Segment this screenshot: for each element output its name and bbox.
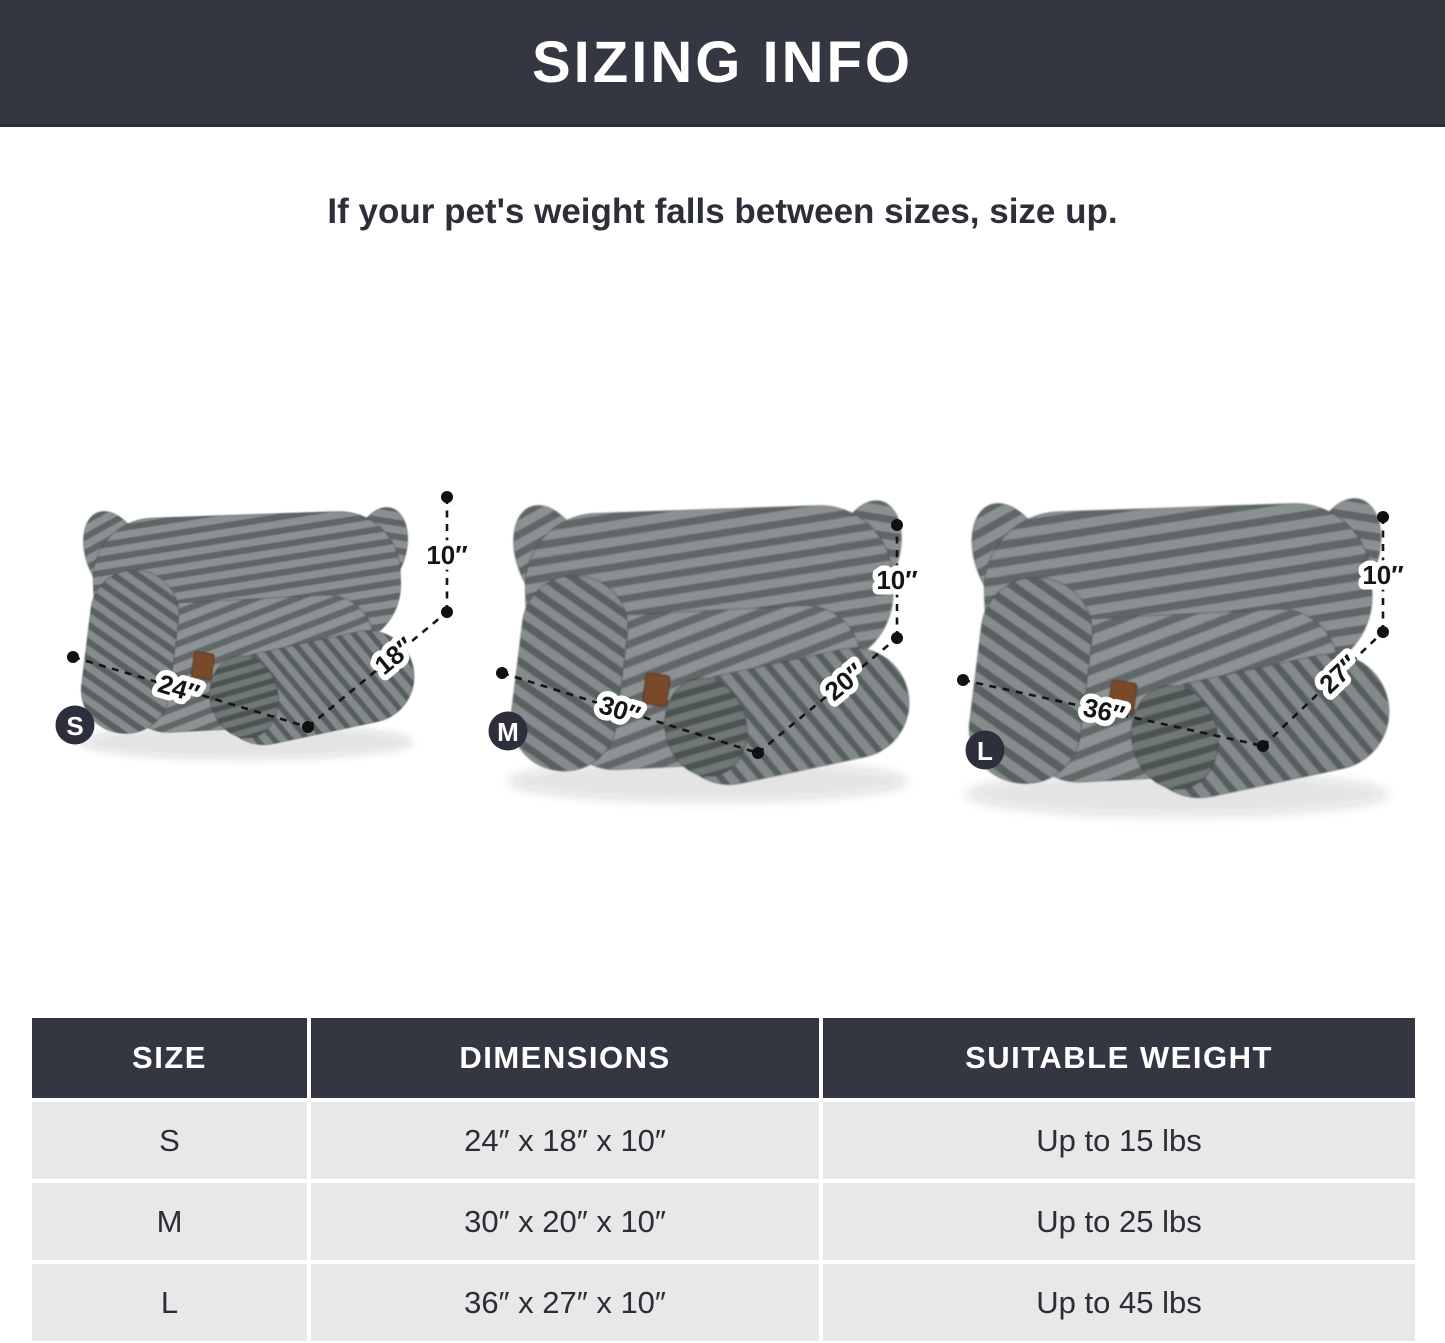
bed-arm-right	[673, 647, 910, 786]
subtitle: If your pet's weight falls between sizes…	[327, 192, 1118, 231]
table-row-s: S 24″ x 18″ x 10″ Up to 15 lbs	[32, 1102, 1415, 1179]
bed-arm-right-end	[1130, 684, 1219, 790]
depth-label-l: 27″	[1313, 649, 1364, 699]
dimension-annotations-l: 36″ 27″ 10″ L	[957, 511, 1409, 770]
height-label-m: 10″	[876, 565, 917, 595]
bed-back-wing-right	[1308, 497, 1382, 606]
bed-arm-left	[968, 576, 1094, 785]
bed-arm-left	[510, 575, 629, 772]
cell-weight-m: Up to 25 lbs	[823, 1183, 1415, 1260]
banner: SIZING INFO	[0, 0, 1445, 127]
size-badge-m	[488, 711, 528, 751]
dimension-dot	[891, 519, 903, 531]
dimension-dot	[1257, 740, 1269, 752]
width-label-s: 24″	[155, 668, 203, 709]
bed-back-wing-left	[82, 510, 148, 604]
height-label-l: 10″	[1362, 560, 1403, 590]
bed-backrest	[92, 510, 402, 653]
bed-leather-tag	[190, 651, 215, 680]
cell-size-m: M	[32, 1183, 307, 1260]
bed-back-wing-right	[350, 506, 409, 593]
dimension-line	[1262, 631, 1384, 747]
cell-size-l: L	[32, 1264, 307, 1341]
dimension-dot	[441, 491, 453, 503]
cell-weight-l: Up to 45 lbs	[823, 1264, 1415, 1341]
bed-arm-right	[217, 630, 415, 746]
bed-arm-right	[1140, 653, 1390, 799]
dimension-dot	[496, 667, 508, 679]
col-header-size: SIZE	[32, 1018, 307, 1098]
depth-label-s: 18″	[369, 631, 420, 680]
height-label-s: 10″	[426, 540, 467, 570]
dimension-annotations-m: 30″ 20″ 10″ M	[488, 519, 923, 759]
size-badge-l	[965, 730, 1005, 770]
cell-dimensions-m: 30″ x 20″ x 10″	[311, 1183, 819, 1260]
bed-illustration-m	[507, 500, 910, 802]
size-badge-s	[55, 705, 95, 745]
size-badge-letter-l: L	[977, 736, 993, 766]
bed-leather-tag	[1107, 679, 1138, 716]
col-header-dimensions: DIMENSIONS	[311, 1018, 819, 1098]
bed-leather-tag	[642, 672, 671, 707]
dimension-line	[501, 671, 759, 755]
bed-back-wing-left	[513, 504, 591, 616]
dimension-dot	[1377, 511, 1389, 523]
table-header-row: SIZE DIMENSIONS SUITABLE WEIGHT	[32, 1018, 1415, 1098]
bed-seat-cushion	[1017, 608, 1342, 783]
col-header-suitable-weight: SUITABLE WEIGHT	[823, 1018, 1415, 1098]
bed-seat-cushion	[556, 605, 864, 771]
depth-label-m: 20″	[819, 657, 870, 706]
size-badge-letter-s: S	[66, 711, 83, 741]
table-row-l: L 36″ x 27″ x 10″ Up to 45 lbs	[32, 1264, 1415, 1341]
dimension-dot	[67, 651, 79, 663]
dimension-annotations-s: 24″ 18″ 10″ S	[55, 491, 473, 745]
bed-backrest	[524, 504, 894, 675]
dimension-line	[307, 610, 448, 729]
bed-arm-right-end	[664, 677, 748, 777]
cell-dimensions-l: 36″ x 27″ x 10″	[311, 1264, 819, 1341]
dimension-dot	[302, 721, 314, 733]
cell-dimensions-s: 24″ x 18″ x 10″	[311, 1102, 819, 1179]
bed-arm-right-end	[209, 655, 280, 739]
cell-weight-s: Up to 15 lbs	[823, 1102, 1415, 1179]
page-title: SIZING INFO	[532, 29, 913, 95]
bed-seat-cushion	[119, 594, 377, 733]
dimension-line	[962, 678, 1264, 748]
bed-illustration-s	[78, 506, 415, 760]
bed-arm-left	[80, 569, 180, 734]
size-table: SIZE DIMENSIONS SUITABLE WEIGHT S 24″ x …	[32, 1018, 1415, 1343]
cell-size-s: S	[32, 1102, 307, 1179]
dimension-dot	[1377, 626, 1389, 638]
bed-backrest	[983, 502, 1373, 682]
dimension-line	[72, 655, 309, 729]
dimension-dot	[891, 632, 903, 644]
dimension-dot	[957, 674, 969, 686]
dimension-dot	[441, 606, 453, 618]
dimension-dot	[752, 747, 764, 759]
dimension-line	[757, 636, 898, 755]
width-label-m: 30″	[596, 689, 644, 730]
bed-illustration-l	[965, 497, 1390, 817]
bed-back-wing-left	[971, 502, 1054, 620]
table-row-m: M 30″ x 20″ x 10″ Up to 25 lbs	[32, 1183, 1415, 1260]
width-label-l: 36″	[1081, 692, 1128, 730]
bed-back-wing-right	[833, 500, 902, 603]
size-badge-letter-m: M	[497, 717, 519, 747]
